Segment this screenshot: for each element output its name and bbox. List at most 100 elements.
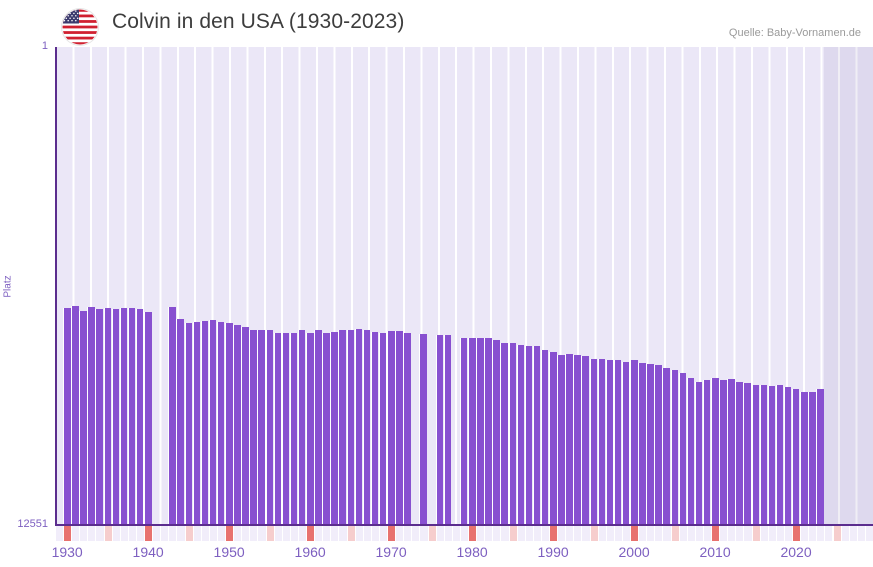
period-marker — [476, 526, 485, 541]
bar — [216, 322, 225, 525]
period-marker — [289, 526, 298, 541]
bar — [330, 331, 338, 525]
period-marker — [362, 526, 371, 541]
bar — [370, 332, 379, 525]
period-marker — [702, 526, 711, 541]
period-marker — [816, 526, 825, 541]
period-marker — [540, 526, 550, 541]
period-marker — [249, 526, 258, 541]
y-axis-title: Platz — [2, 275, 14, 298]
period-marker — [694, 526, 703, 541]
period-marker — [605, 526, 614, 541]
bar — [476, 337, 484, 525]
period-marker — [71, 526, 80, 541]
y-axis-min-label: 12551 — [17, 518, 48, 530]
period-marker — [589, 526, 598, 541]
chart-title: Colvin in den USA (1930-2023) — [112, 10, 405, 33]
period-marker — [735, 526, 744, 541]
bar — [395, 330, 403, 525]
period-marker — [233, 526, 242, 541]
period-marker — [759, 526, 768, 541]
bar — [605, 359, 614, 525]
period-marker — [387, 526, 396, 541]
bar — [557, 354, 565, 525]
bar — [403, 333, 411, 525]
x-tick-label-2020: 2020 — [780, 544, 812, 560]
period-marker — [322, 526, 331, 541]
x-tick-label-2010: 2010 — [699, 544, 731, 560]
bar — [322, 333, 330, 525]
period-marker — [751, 526, 760, 541]
bar — [589, 358, 598, 525]
chart-header: Colvin in den USA (1930-2023) Quelle: Ba… — [0, 0, 873, 47]
period-marker — [832, 526, 841, 541]
period-marker — [281, 526, 290, 541]
plot-area — [55, 47, 873, 525]
period-marker — [532, 526, 541, 541]
bar — [249, 329, 257, 525]
period-marker — [306, 526, 315, 541]
bar — [549, 352, 557, 525]
bar — [767, 385, 776, 525]
period-marker — [670, 526, 679, 541]
period-marker — [338, 526, 347, 541]
bar — [654, 365, 662, 525]
bar — [289, 333, 298, 525]
bar — [435, 335, 444, 525]
bar — [646, 363, 654, 525]
bar — [727, 379, 735, 525]
period-marker — [451, 526, 460, 541]
bar — [719, 379, 727, 525]
period-marker — [565, 526, 574, 541]
bar — [459, 337, 468, 525]
period-marker — [775, 526, 784, 541]
bar — [792, 389, 800, 525]
bar — [751, 385, 759, 525]
bar — [119, 308, 128, 525]
period-marker — [265, 526, 274, 541]
bar — [127, 308, 136, 525]
bar — [759, 385, 768, 525]
period-marker — [524, 526, 533, 541]
period-marker — [403, 526, 412, 541]
period-marker — [727, 526, 736, 541]
period-marker — [411, 526, 420, 541]
bar — [225, 322, 233, 525]
period-marker — [581, 526, 590, 541]
period-marker — [87, 526, 96, 541]
period-marker — [443, 526, 452, 541]
bar — [95, 309, 103, 525]
period-marker — [95, 526, 104, 541]
period-marker — [646, 526, 655, 541]
period-marker — [848, 526, 857, 541]
period-marker — [468, 526, 477, 541]
period-marker — [79, 526, 88, 541]
bar — [443, 334, 452, 525]
bar — [484, 338, 492, 525]
bar — [516, 345, 525, 525]
period-marker — [55, 526, 64, 541]
period-marker — [103, 526, 112, 541]
bar — [524, 346, 533, 525]
period-marker — [767, 526, 776, 541]
bar — [783, 386, 792, 525]
period-marker — [597, 526, 606, 541]
bar — [735, 382, 743, 525]
bar — [281, 333, 290, 525]
bar — [711, 377, 719, 525]
bar — [662, 368, 670, 525]
period-marker — [500, 526, 509, 541]
period-marker — [621, 526, 631, 541]
period-marker — [719, 526, 728, 541]
period-marker — [192, 526, 201, 541]
period-marker — [168, 526, 177, 541]
period-marker — [864, 526, 873, 541]
period-marker — [856, 526, 865, 541]
period-marker — [200, 526, 209, 541]
period-marker — [516, 526, 525, 541]
bar — [573, 354, 581, 525]
period-marker — [160, 526, 169, 541]
bar — [613, 360, 622, 525]
bar — [265, 329, 274, 525]
